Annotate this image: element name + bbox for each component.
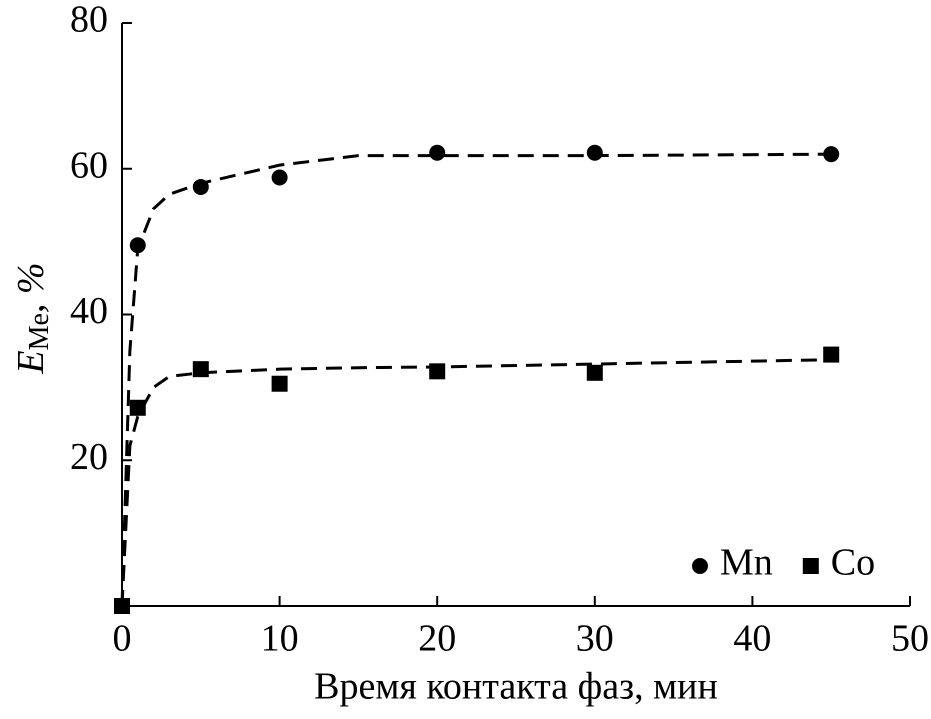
y-label-sub: Me — [24, 313, 55, 350]
y-axis-label-group: EMe, % — [10, 262, 56, 374]
x-tick-label: 40 — [733, 618, 771, 660]
x-tick-label: 10 — [261, 618, 299, 660]
trend-line — [120, 358, 832, 607]
x-tick-label: 20 — [418, 618, 456, 660]
marker — [129, 237, 146, 254]
x-tick-label: 30 — [576, 618, 614, 660]
y-label-main: E — [10, 350, 52, 374]
marker — [823, 346, 840, 363]
marker — [429, 144, 446, 161]
marker — [271, 169, 288, 186]
marker — [192, 178, 209, 195]
marker — [586, 364, 603, 381]
x-axis-label: Время контакта фаз, мин — [314, 666, 718, 708]
y-tick-label: 80 — [70, 0, 108, 41]
x-tick-label: 50 — [891, 618, 929, 660]
marker — [129, 399, 146, 416]
y-tick-label: 60 — [70, 144, 108, 186]
marker — [192, 361, 209, 378]
marker — [823, 146, 840, 163]
marker — [114, 598, 130, 614]
legend-label: Co — [831, 542, 875, 584]
marker — [586, 144, 603, 161]
marker — [429, 363, 446, 380]
y-axis-label: EMe, % — [10, 262, 56, 374]
y-tick-label: 40 — [70, 290, 108, 332]
legend-marker — [692, 558, 708, 574]
y-tick-label: 20 — [70, 436, 108, 478]
marker — [271, 375, 288, 392]
trend-line — [120, 152, 832, 607]
legend-label: Mn — [720, 542, 773, 584]
x-tick-label: 0 — [113, 618, 132, 660]
legend-marker — [802, 558, 819, 574]
y-label-suffix: , % — [10, 262, 52, 313]
